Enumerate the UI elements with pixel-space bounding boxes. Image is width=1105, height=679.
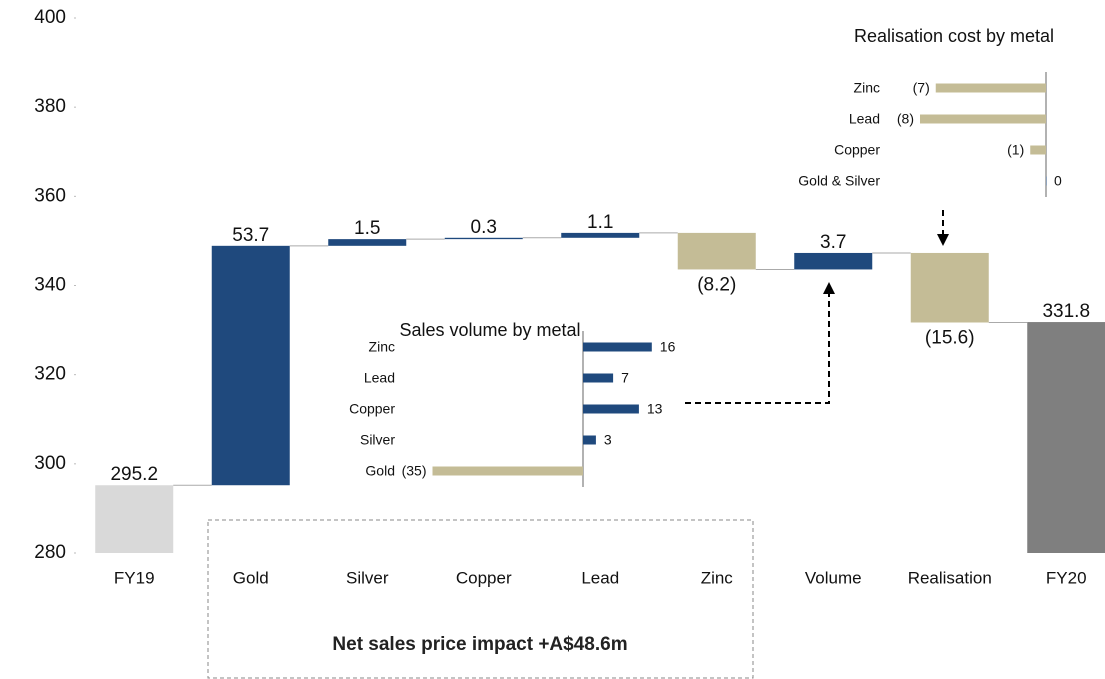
bar (95, 485, 174, 553)
value-label: 0 (1054, 173, 1062, 189)
category-label: Gold (365, 463, 395, 479)
inset-title: Sales volume by metal (399, 320, 580, 340)
bar (920, 114, 1046, 124)
bar (794, 252, 873, 270)
annotation-box (207, 519, 754, 679)
x-tick-label: Realisation (908, 568, 992, 587)
y-tick-label: 320 (34, 364, 66, 385)
value-label: 1.5 (354, 218, 380, 239)
value-label: 16 (660, 339, 676, 355)
y-tick-label: 300 (34, 453, 66, 474)
category-label: Lead (364, 370, 395, 386)
x-tick-label: Copper (456, 568, 512, 587)
x-tick-label: Lead (581, 568, 619, 587)
category-label: Zinc (854, 80, 880, 96)
value-label: (8.2) (697, 274, 736, 295)
inset-title: Realisation cost by metal (854, 26, 1054, 46)
value-label: 1.1 (587, 212, 613, 233)
category-label: Copper (834, 142, 880, 158)
bar (583, 435, 596, 445)
bar (328, 239, 407, 246)
y-tick-label: 400 (34, 7, 66, 28)
bar (583, 342, 652, 352)
category-label: Zinc (369, 339, 395, 355)
value-label: 0.3 (471, 217, 497, 238)
arrow (685, 290, 830, 404)
bar (1030, 145, 1046, 155)
bar (444, 237, 523, 240)
value-label: 13 (647, 401, 663, 417)
category-label: Silver (360, 432, 395, 448)
bar (910, 252, 989, 323)
bar (677, 232, 756, 270)
x-tick-label: FY19 (114, 568, 155, 587)
y-tick-label: 340 (34, 275, 66, 296)
value-label: (8) (897, 111, 914, 127)
bar (1046, 176, 1047, 186)
x-tick-label: Silver (346, 568, 389, 587)
value-label: (15.6) (925, 328, 975, 349)
value-label: 53.7 (232, 225, 269, 246)
bar (432, 466, 583, 476)
y-tick-label: 360 (34, 185, 66, 206)
value-label: 331.8 (1042, 301, 1090, 322)
category-label: Lead (849, 111, 880, 127)
category-label: Copper (349, 401, 395, 417)
value-label: 3.7 (820, 232, 846, 253)
value-label: 3 (604, 432, 612, 448)
x-tick-label: Zinc (701, 568, 734, 587)
bar (583, 373, 614, 383)
y-tick-label: 380 (34, 96, 66, 117)
arrow-head (823, 282, 835, 294)
x-tick-label: FY20 (1046, 568, 1087, 587)
bar (935, 83, 1046, 93)
annotation: Net sales price impact +A$48.6m (332, 634, 627, 655)
bar (561, 232, 640, 238)
value-label: 295.2 (110, 464, 158, 485)
arrow-head (937, 234, 949, 246)
value-label: (1) (1007, 142, 1024, 158)
bar (211, 245, 290, 486)
x-tick-label: Gold (233, 568, 269, 587)
value-label: 7 (621, 370, 629, 386)
value-label: (7) (913, 80, 930, 96)
y-tick-label: 280 (34, 542, 66, 563)
value-label: (35) (402, 463, 427, 479)
bar (1027, 322, 1105, 553)
x-tick-label: Volume (805, 568, 862, 587)
bar (583, 404, 639, 414)
category-label: Gold & Silver (798, 173, 880, 189)
